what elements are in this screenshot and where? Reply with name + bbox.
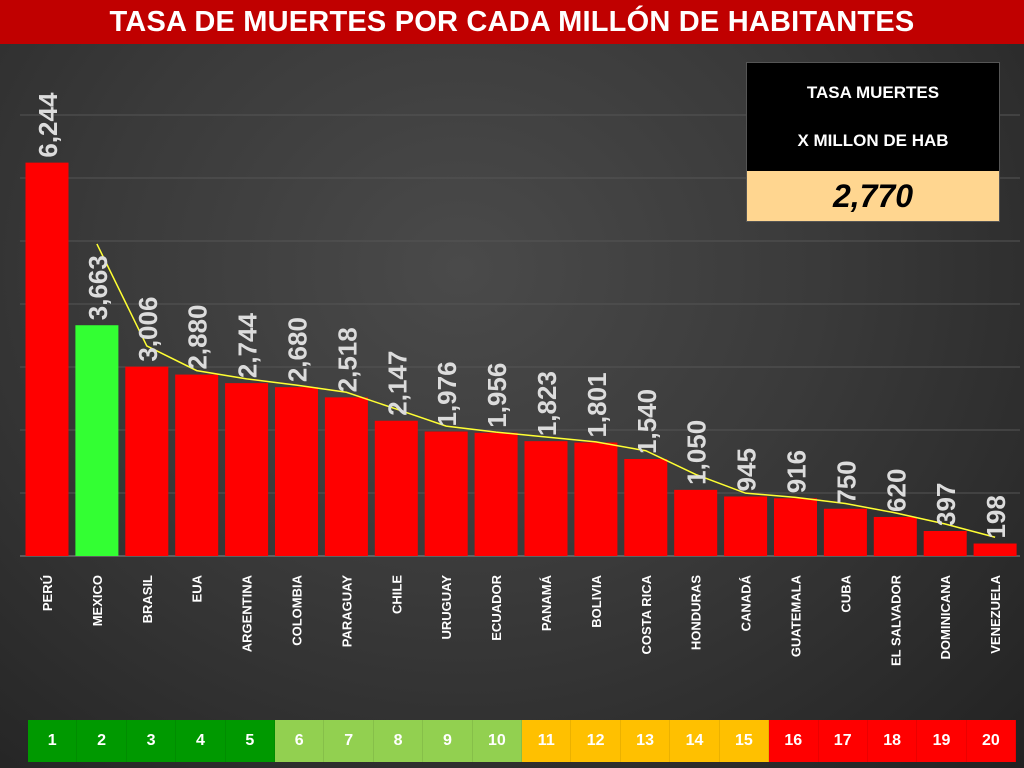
- rank-cell: 11: [522, 720, 572, 762]
- bar: [324, 397, 368, 556]
- rank-cell: 4: [176, 720, 226, 762]
- category-label: URUGUAY: [439, 575, 454, 640]
- rank-cell: 19: [917, 720, 967, 762]
- bar: [474, 432, 518, 556]
- data-label: 750: [831, 460, 861, 503]
- category-label: EL SALVADOR: [888, 574, 903, 666]
- bar: [674, 489, 718, 556]
- summary-box: TASA MUERTES X MILLON DE HAB 2,770: [746, 62, 1000, 222]
- category-label: BOLIVIA: [589, 574, 604, 627]
- trendline: [96, 243, 996, 538]
- bar: [973, 543, 1017, 556]
- category-label: EUA: [190, 574, 205, 602]
- data-label: 1,956: [482, 363, 512, 428]
- rank-cell: 13: [620, 720, 671, 762]
- summary-value: 2,770: [747, 171, 999, 221]
- data-label: 916: [782, 450, 812, 493]
- summary-label-2: X MILLON DE HAB: [797, 131, 949, 150]
- bar-chart: 6,244 PERÚ 3,663 MEXICO 3,006 BRASIL 2,880 EUA 2…: [20, 92, 1020, 666]
- category-label: MEXICO: [90, 575, 105, 626]
- data-label: 1,050: [682, 420, 712, 485]
- data-label: 945: [732, 448, 762, 491]
- rank-cell: 7: [324, 720, 374, 762]
- data-label: 1,540: [632, 389, 662, 454]
- data-label: 2,680: [283, 317, 313, 382]
- rank-cell: 14: [670, 720, 720, 762]
- data-label: 1,976: [432, 361, 462, 426]
- category-label: CANADÁ: [739, 574, 754, 631]
- data-label: 1,823: [532, 371, 562, 436]
- category-label: BRASIL: [140, 575, 155, 623]
- category-label: PARAGUAY: [339, 575, 354, 648]
- rank-cell: 16: [769, 720, 819, 762]
- data-label: 2,744: [233, 313, 263, 379]
- bar: [225, 383, 269, 556]
- category-label: COLOMBIA: [290, 574, 305, 645]
- rank-cell: 8: [373, 720, 424, 762]
- rank-cell: 5: [225, 720, 276, 762]
- rank-cell: 1: [28, 720, 78, 762]
- rank-cell: 2: [77, 720, 127, 762]
- bar: [25, 162, 69, 557]
- category-label: ARGENTINA: [240, 574, 255, 652]
- bar: [923, 530, 967, 556]
- data-label: 1,801: [582, 372, 612, 437]
- bar: [574, 442, 618, 556]
- bar: [624, 458, 668, 556]
- data-label: 6,244: [33, 92, 63, 158]
- data-label: 2,880: [183, 304, 213, 369]
- rank-cell: 20: [966, 720, 1017, 762]
- bar: [175, 374, 219, 556]
- rank-cell: 17: [818, 720, 868, 762]
- rank-cell: 15: [719, 720, 770, 762]
- rank-cell: 10: [472, 720, 523, 762]
- category-label: CUBA: [838, 574, 853, 612]
- rank-cell: 9: [423, 720, 473, 762]
- category-label: PANAMÁ: [539, 574, 554, 631]
- data-label: 198: [981, 495, 1011, 538]
- bar: [873, 516, 917, 556]
- rank-cell: 18: [867, 720, 918, 762]
- data-label: 2,147: [382, 351, 412, 416]
- category-label: DOMINICANA: [938, 574, 953, 659]
- bar: [424, 431, 468, 556]
- bar: [774, 498, 817, 556]
- rank-cell: 6: [275, 720, 325, 762]
- bar: [75, 325, 119, 556]
- data-label: 3,006: [133, 297, 163, 362]
- rank-cell: 12: [571, 720, 621, 762]
- rank-strip: 1 2 3 4 5 6 7 8 9 10 11 12 13 14 15 16 17 18 19 20: [28, 720, 1017, 762]
- bar: [823, 508, 867, 556]
- category-label: CHILE: [389, 575, 404, 614]
- bar: [275, 387, 318, 556]
- category-label: VENEZUELA: [988, 574, 1003, 653]
- bar: [724, 496, 768, 556]
- data-label: 620: [881, 469, 911, 512]
- data-label: 397: [931, 483, 961, 526]
- bar: [374, 420, 418, 556]
- category-label: GUATEMALA: [789, 574, 804, 657]
- chart-title: TASA DE MUERTES POR CADA MILLÓN DE HABIT…: [0, 0, 1024, 44]
- category-label: PERÚ: [40, 575, 55, 611]
- summary-label-1: TASA MUERTES: [806, 83, 940, 102]
- category-label: ECUADOR: [489, 574, 504, 640]
- category-label: HONDURAS: [689, 575, 704, 650]
- data-label: 3,663: [83, 255, 113, 320]
- category-label: COSTA RICA: [639, 574, 654, 654]
- rank-cell: 3: [126, 720, 177, 762]
- bar: [125, 366, 169, 556]
- data-label: 2,518: [332, 327, 362, 392]
- bar: [524, 441, 568, 556]
